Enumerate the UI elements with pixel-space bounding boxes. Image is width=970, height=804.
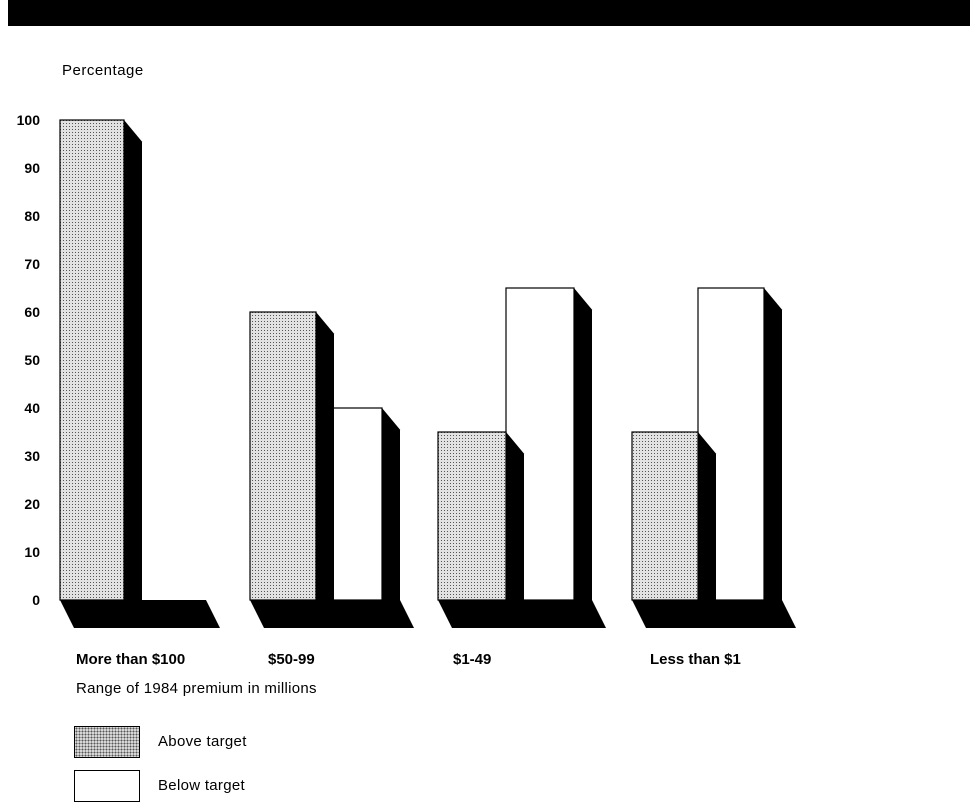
y-tick-label: 40 — [24, 400, 40, 416]
bar-floor-shadow — [632, 600, 796, 628]
y-tick-label: 10 — [24, 544, 40, 560]
bar-floor-shadow — [438, 600, 606, 628]
y-tick-label: 100 — [17, 112, 41, 128]
y-tick-label: 30 — [24, 448, 40, 464]
bar-above-target — [249, 311, 317, 601]
legend-label-below: Below target — [158, 777, 245, 794]
bar-floor-shadow — [60, 600, 220, 628]
top-rule — [8, 0, 970, 26]
x-category-label: Less than $1 — [650, 651, 741, 668]
bar-above-target-side — [316, 312, 334, 600]
legend-swatch-above — [74, 726, 140, 758]
y-tick-label: 90 — [24, 160, 40, 176]
y-tick-label: 50 — [24, 352, 40, 368]
x-category-label: $50-99 — [268, 651, 315, 668]
legend-swatch-below — [74, 770, 140, 802]
bar-below-target-side — [764, 288, 782, 600]
x-category-label: $1-49 — [453, 651, 491, 668]
x-axis-label: Range of 1984 premium in millions — [76, 680, 317, 697]
y-tick-label: 20 — [24, 496, 40, 512]
bar-above-target — [59, 119, 125, 601]
bar-above-target-side — [698, 432, 716, 600]
bar-above-target-side — [506, 432, 524, 600]
bar-above-target — [631, 431, 699, 601]
legend-label-above: Above target — [158, 733, 247, 750]
y-axis-label: Percentage — [62, 62, 144, 79]
bar-below-target-side — [574, 288, 592, 600]
y-tick-label: 70 — [24, 256, 40, 272]
y-tick-label: 0 — [32, 592, 40, 608]
x-category-label: More than $100 — [76, 651, 185, 668]
bar-above-target-side — [124, 120, 142, 600]
y-tick-label: 80 — [24, 208, 40, 224]
bar-below-target-side — [382, 408, 400, 600]
bar-above-target — [437, 431, 507, 601]
bar-floor-shadow — [250, 600, 414, 628]
y-tick-label: 60 — [24, 304, 40, 320]
